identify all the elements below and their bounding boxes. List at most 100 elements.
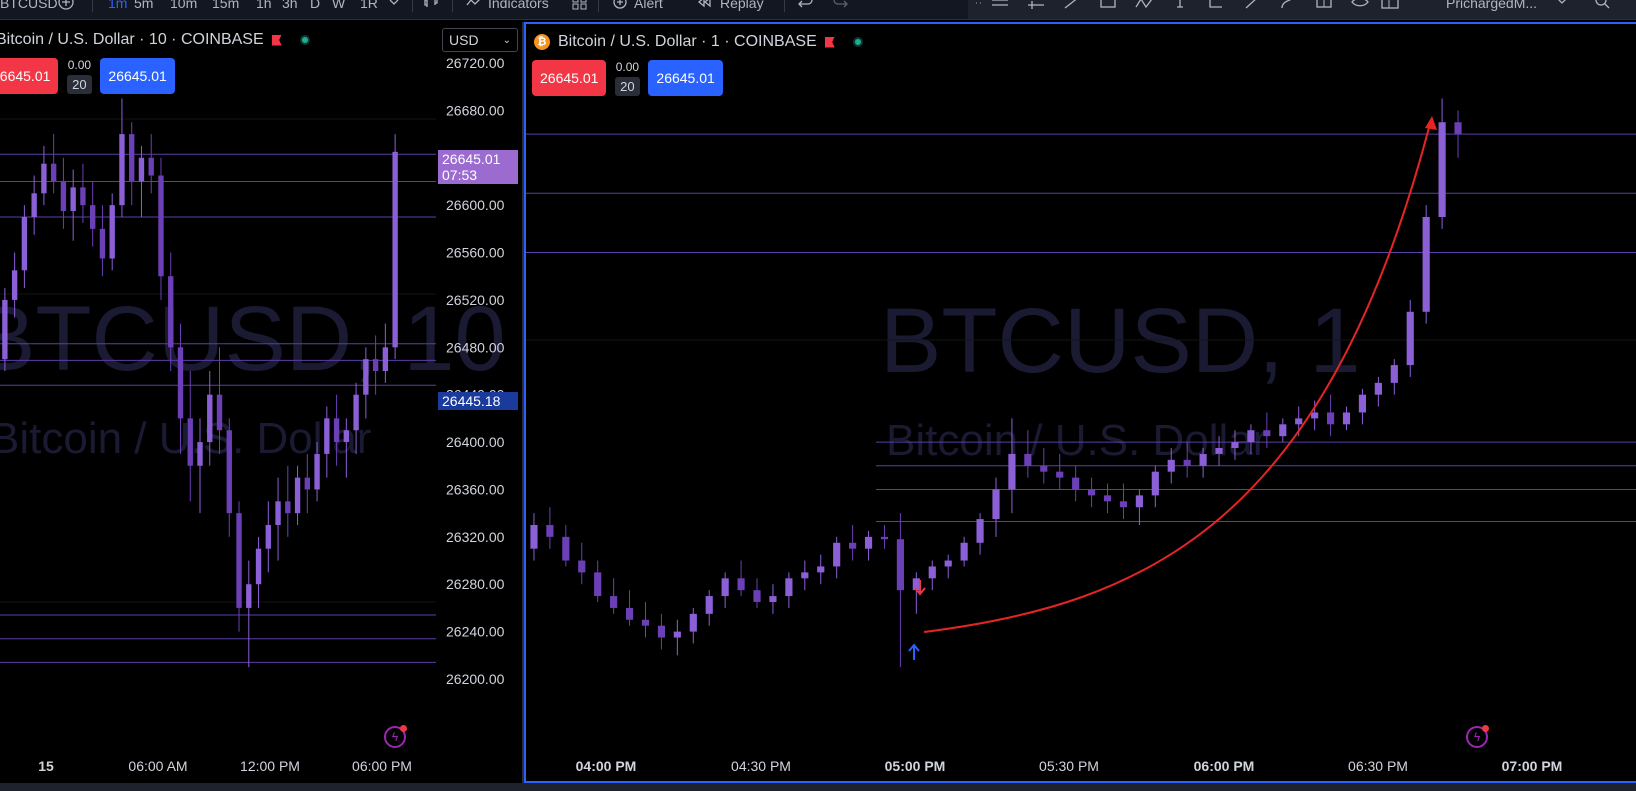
indicators-icon[interactable] bbox=[464, 0, 484, 11]
candle-body bbox=[333, 418, 340, 443]
candle-body bbox=[1279, 424, 1287, 437]
candle-body bbox=[1119, 501, 1128, 508]
candle-body bbox=[546, 525, 554, 537]
candle-body bbox=[1056, 471, 1064, 478]
candle-body bbox=[1008, 453, 1016, 490]
arc-icon[interactable] bbox=[1278, 0, 1298, 11]
symbol-search[interactable]: BTCUSD bbox=[0, 0, 58, 11]
candle-body bbox=[912, 578, 920, 591]
redo-icon[interactable] bbox=[830, 0, 850, 11]
time-tick-label: 06:00 PM bbox=[1194, 758, 1255, 774]
right-chart-pane[interactable]: BTCUSD, 1 Bitcoin / U.S. Dollar 04:00 PM… bbox=[524, 22, 1636, 783]
replay-button[interactable]: Replay bbox=[720, 0, 764, 11]
brush-icon[interactable] bbox=[1242, 0, 1262, 11]
sell-button[interactable]: 26645.01 bbox=[0, 58, 59, 94]
alert-button[interactable]: Alert bbox=[634, 0, 663, 11]
candle-body bbox=[1326, 412, 1335, 425]
candle-body bbox=[187, 418, 193, 466]
interval-1h[interactable]: 1h bbox=[256, 0, 272, 11]
flag-icon[interactable] bbox=[271, 34, 282, 46]
interval-3h[interactable]: 3h bbox=[282, 0, 298, 11]
left-candlestick-chart[interactable]: 26720.0026680.0026640.0026600.0026560.00… bbox=[0, 22, 522, 783]
flash-icon[interactable]: ϟ bbox=[384, 725, 407, 748]
candle-body bbox=[785, 578, 793, 597]
candle-body bbox=[849, 542, 857, 549]
chart-type-icon[interactable] bbox=[422, 0, 442, 11]
flash-icon[interactable]: ϟ bbox=[1466, 725, 1489, 748]
time-tick-label: 06:30 PM bbox=[1348, 758, 1408, 774]
interval-w[interactable]: W bbox=[332, 0, 346, 11]
buy-button[interactable]: 26645.01 bbox=[100, 58, 175, 94]
eye-icon[interactable] bbox=[1350, 0, 1370, 11]
currency-select[interactable]: USD ⌄ bbox=[442, 28, 518, 52]
candle-body bbox=[246, 584, 252, 608]
chevron-down-icon[interactable] bbox=[384, 0, 404, 11]
interval-1m[interactable]: 1m bbox=[108, 0, 128, 11]
candle-body bbox=[1406, 311, 1414, 366]
drawing-toolbar: PrichargedM... bbox=[968, 0, 1636, 19]
marked-price-tag: 26445.18 bbox=[438, 392, 518, 410]
path-icon[interactable] bbox=[1134, 0, 1154, 11]
measure-icon[interactable] bbox=[1314, 0, 1334, 11]
right-candlestick-chart[interactable]: 04:00 PM 04:30 PM 05:00 PM 05:30 PM 06:00 PM… bbox=[526, 24, 1636, 781]
price-tick-label: 26240.00 bbox=[446, 624, 505, 640]
price-tick-label: 26400.00 bbox=[446, 434, 505, 450]
candle-body bbox=[1199, 453, 1207, 466]
candle-body bbox=[1183, 459, 1191, 466]
replay-icon[interactable] bbox=[694, 0, 714, 11]
candle-body bbox=[138, 157, 145, 182]
candle-body bbox=[353, 394, 359, 431]
time-tick-label: 15 bbox=[38, 758, 54, 774]
indicators-button[interactable]: Indicators bbox=[488, 0, 549, 11]
candle-body bbox=[314, 453, 320, 490]
trend-line-icon[interactable] bbox=[1062, 0, 1082, 11]
interval-1r[interactable]: 1R bbox=[360, 0, 378, 11]
interval-15m[interactable]: 15m bbox=[212, 0, 240, 11]
horizontal-lines-icon[interactable] bbox=[990, 0, 1010, 11]
candle-body bbox=[294, 477, 301, 514]
candle-body bbox=[265, 525, 271, 549]
layout-icon[interactable] bbox=[1380, 0, 1400, 11]
candle-body bbox=[119, 134, 125, 206]
rectangle-icon[interactable] bbox=[1098, 0, 1118, 11]
candle-body bbox=[1374, 382, 1382, 395]
interval-10m[interactable]: 10m bbox=[170, 0, 198, 11]
alert-icon[interactable] bbox=[610, 0, 630, 11]
layout-name[interactable]: PrichargedM... bbox=[1446, 0, 1538, 11]
chevron-down-icon[interactable] bbox=[1552, 0, 1572, 11]
left-chart-pane[interactable]: BTCUSD, 10 Bitcoin / U.S. Dollar 26720.0… bbox=[0, 22, 522, 783]
candle-body bbox=[976, 519, 984, 543]
candle-body bbox=[944, 560, 952, 567]
sell-button[interactable]: 26645.01 bbox=[532, 60, 607, 96]
templates-icon[interactable] bbox=[570, 0, 590, 11]
pane-divider[interactable] bbox=[522, 22, 524, 783]
drag-handle-icon[interactable] bbox=[968, 0, 988, 11]
quantity-field[interactable]: 20 bbox=[615, 77, 640, 96]
candle-body bbox=[324, 418, 330, 454]
candle-body bbox=[817, 566, 825, 573]
candle-body bbox=[285, 501, 291, 514]
candle-body bbox=[737, 578, 745, 591]
time-tick-label: 12:00 PM bbox=[240, 758, 300, 774]
candle-body bbox=[880, 536, 889, 540]
add-symbol-icon[interactable] bbox=[56, 0, 76, 11]
candle-body bbox=[657, 625, 666, 638]
cursor-icon[interactable] bbox=[1170, 0, 1190, 11]
candle-body bbox=[177, 347, 184, 419]
buy-button[interactable]: 26645.01 bbox=[648, 60, 723, 96]
interval-5m[interactable]: 5m bbox=[134, 0, 154, 11]
interval-d[interactable]: D bbox=[310, 0, 321, 11]
candle-body bbox=[689, 613, 697, 632]
candle-body bbox=[255, 548, 262, 585]
candle-body bbox=[896, 539, 904, 591]
bottom-strip bbox=[0, 783, 1636, 791]
search-icon[interactable] bbox=[1592, 0, 1612, 11]
undo-icon[interactable] bbox=[796, 0, 816, 11]
candle-body bbox=[11, 270, 18, 300]
candle-body bbox=[705, 596, 713, 614]
flag-icon[interactable] bbox=[824, 36, 835, 48]
ray-icon[interactable] bbox=[1026, 0, 1046, 11]
price-range-icon[interactable] bbox=[1206, 0, 1226, 11]
quantity-field[interactable]: 20 bbox=[67, 75, 92, 94]
time-tick-label: 05:00 PM bbox=[885, 758, 946, 774]
